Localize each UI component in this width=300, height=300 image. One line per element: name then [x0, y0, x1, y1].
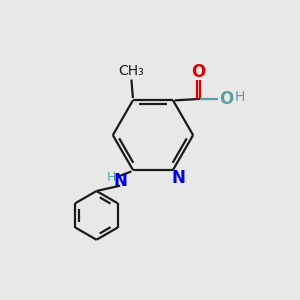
Text: N: N — [113, 172, 127, 190]
Text: H: H — [234, 89, 245, 103]
Text: H: H — [106, 171, 116, 184]
Text: CH₃: CH₃ — [118, 64, 144, 78]
Text: O: O — [191, 63, 206, 81]
Text: O: O — [219, 90, 234, 108]
Text: N: N — [171, 169, 185, 187]
